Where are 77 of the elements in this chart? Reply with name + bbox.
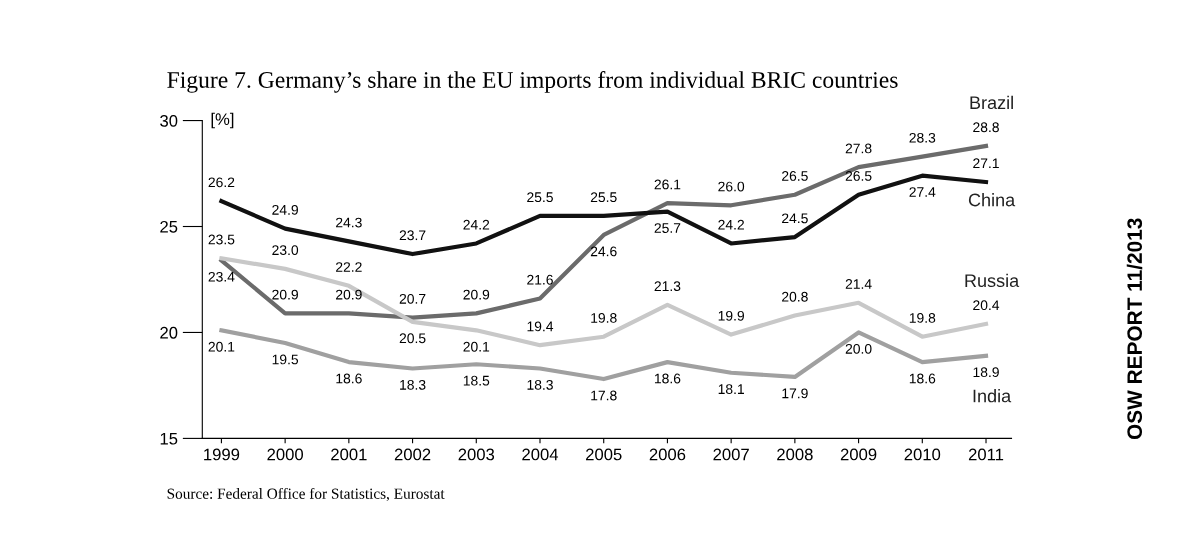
x-tick-label: 2003 — [458, 448, 495, 461]
data-label: 18.3 — [527, 379, 553, 390]
data-label: 25.7 — [654, 223, 681, 233]
x-tick-label: 2007 — [713, 448, 749, 461]
text: Brazil — [970, 95, 1013, 110]
data-label: 19.8 — [591, 313, 617, 323]
data-label: 26.1 — [654, 179, 681, 190]
data-label: 20.1 — [208, 341, 235, 352]
series-label: India — [973, 389, 1012, 403]
data-label: 20.9 — [336, 289, 362, 300]
data-label: 19.4 — [527, 321, 554, 332]
data-label: 27.1 — [973, 158, 999, 169]
data-label: 24.2 — [463, 219, 490, 230]
data-label: 18.9 — [973, 367, 999, 378]
data-label: 25.5 — [590, 192, 617, 203]
data-label: 20.8 — [782, 291, 808, 302]
x-tick-label: 2002 — [394, 448, 431, 461]
data-label: 19.5 — [272, 354, 299, 365]
data-label: 27.4 — [909, 187, 936, 197]
data-label: 26.5 — [845, 171, 872, 181]
data-label: 20.5 — [399, 333, 426, 344]
data-label: 18.1 — [718, 384, 744, 395]
data-label: 28.3 — [909, 132, 936, 143]
data-label: 28.8 — [973, 122, 999, 133]
data-label: 20.9 — [272, 289, 298, 300]
series-label: China — [968, 193, 1016, 207]
data-label: 25.5 — [527, 192, 553, 203]
text: OSW REPORT 11/2013 — [1126, 218, 1143, 440]
data-label: 21.4 — [845, 279, 872, 289]
data-label: 26.2 — [208, 177, 235, 188]
x-tick-label: 2006 — [649, 448, 686, 461]
x-tick-label: 2004 — [522, 448, 559, 461]
data-label: 23.4 — [208, 271, 235, 282]
data-label: 20.0 — [845, 343, 872, 354]
data-label: 18.3 — [400, 379, 426, 390]
y-tick-label: 25 — [160, 220, 178, 233]
x-tick-label: 2010 — [904, 448, 941, 461]
data-label: 24.2 — [718, 219, 744, 230]
data-label: 20.1 — [463, 341, 490, 352]
data-label: 22.2 — [336, 262, 362, 272]
chart-title: Figure 7. Germany’s share in the EU imports from individual BRIC countries — [167, 71, 898, 93]
x-tick-label: 2005 — [586, 448, 622, 461]
data-label: 20.4 — [973, 300, 1000, 311]
data-label: 18.6 — [654, 373, 681, 384]
data-label: 23.5 — [208, 234, 235, 245]
data-label: 26.5 — [782, 171, 808, 181]
data-label: 18.5 — [463, 375, 490, 386]
data-label: 21.6 — [527, 274, 553, 285]
y-tick-label: 15 — [160, 432, 178, 445]
data-label: 17.8 — [591, 390, 617, 401]
data-label: 24.5 — [782, 213, 808, 224]
x-tick-label: 2001 — [331, 448, 367, 461]
y-tick-label: 30 — [160, 114, 178, 127]
source-note: Source: Federal Office for Statistics, Eurostat — [167, 487, 445, 502]
data-label: 24.9 — [272, 204, 298, 215]
text: Russia — [965, 273, 1020, 288]
data-label: 23.0 — [272, 245, 299, 256]
data-label: 21.3 — [654, 281, 681, 292]
x-tick-label: 2011 — [968, 448, 1004, 461]
data-label: 18.6 — [336, 373, 362, 384]
data-label: 23.7 — [399, 230, 426, 241]
x-tick-label: 2008 — [777, 448, 813, 461]
data-label: 18.6 — [909, 373, 936, 384]
data-label: 17.9 — [782, 388, 808, 399]
x-tick-label: 2009 — [840, 448, 877, 461]
x-tick-label: 2000 — [267, 448, 304, 461]
data-label: 20.9 — [463, 289, 490, 300]
data-label: 24.3 — [336, 217, 362, 228]
y-tick-label: 20 — [160, 326, 178, 339]
data-label: 27.8 — [845, 143, 872, 154]
data-label: 20.7 — [399, 293, 426, 304]
data-label: 19.9 — [718, 310, 745, 321]
data-label: 19.8 — [909, 313, 936, 323]
y-axis-title: [%] — [211, 112, 234, 129]
data-label: 24.6 — [590, 246, 617, 257]
data-label: 26.0 — [718, 181, 745, 192]
x-tick-label: 1999 — [204, 448, 240, 461]
